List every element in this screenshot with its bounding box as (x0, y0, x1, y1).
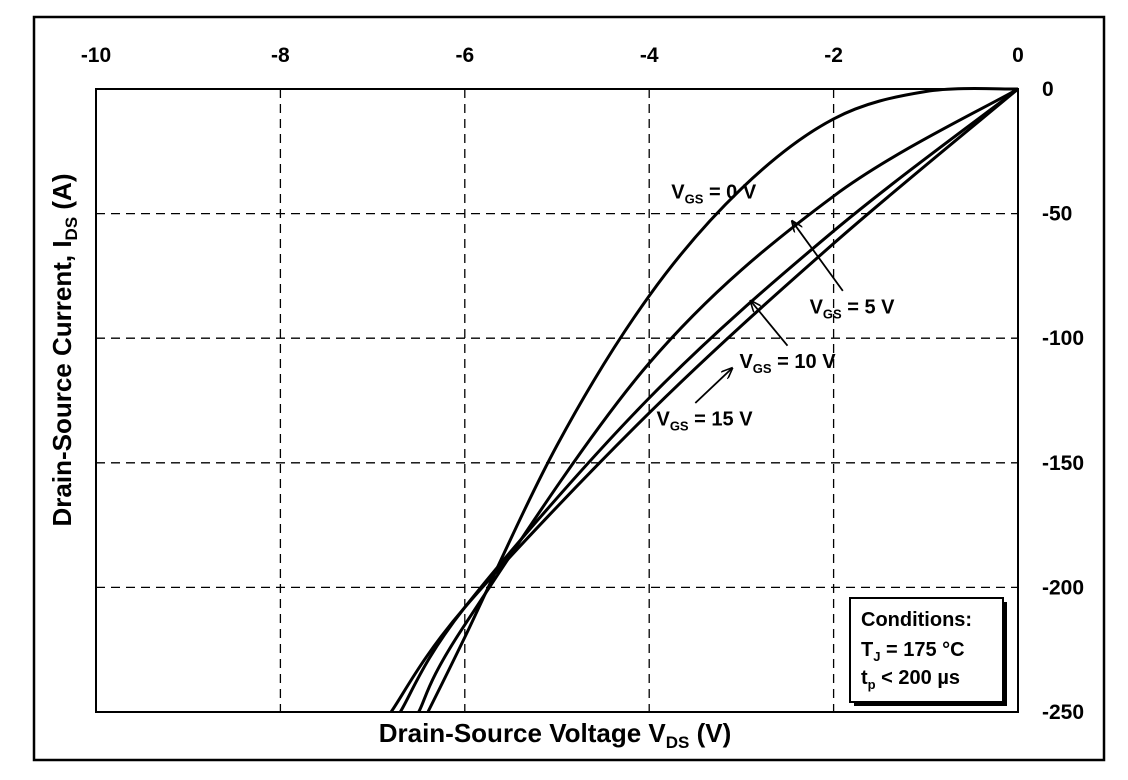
series-line-3 (389, 87, 1019, 713)
x-tick-label: -4 (640, 44, 659, 67)
x-tick-label: -8 (271, 44, 290, 67)
annotation-arrow-3 (694, 368, 732, 404)
x-tick-label: -10 (81, 44, 111, 67)
series-line-1 (417, 87, 1019, 713)
annotation-arrow-1 (792, 221, 844, 292)
y-tick-label: -100 (1042, 327, 1084, 350)
x-tick-label: -2 (824, 44, 843, 67)
y-axis-title: Drain-Source Current, IDS (A) (47, 173, 81, 526)
y-tick-label: -200 (1042, 576, 1084, 599)
plot-frame (95, 88, 1019, 713)
legend-line-0: TJ = 175 °C (861, 639, 965, 664)
x-tick-label: 0 (1012, 44, 1024, 67)
series-label-3: VGS = 15 V (656, 408, 753, 433)
y-tick-label: -50 (1042, 203, 1072, 226)
series-line-0 (426, 87, 1019, 713)
y-tick-label: -150 (1042, 452, 1084, 475)
y-tick-label: 0 (1042, 78, 1054, 101)
series-label-0: VGS = 0 V (671, 182, 757, 207)
legend-line-1: tp < 200 µs (861, 667, 960, 692)
series-label-1: VGS = 5 V (810, 296, 896, 321)
y-tick-label: -250 (1042, 701, 1084, 724)
legend-title: Conditions: (861, 609, 972, 631)
x-axis-title: Drain-Source Voltage VDS (V) (379, 718, 732, 752)
x-tick-label: -6 (455, 44, 474, 67)
annotation-arrow-2 (751, 301, 789, 347)
series-label-2: VGS = 10 V (739, 351, 836, 376)
legend-box (849, 597, 1004, 703)
